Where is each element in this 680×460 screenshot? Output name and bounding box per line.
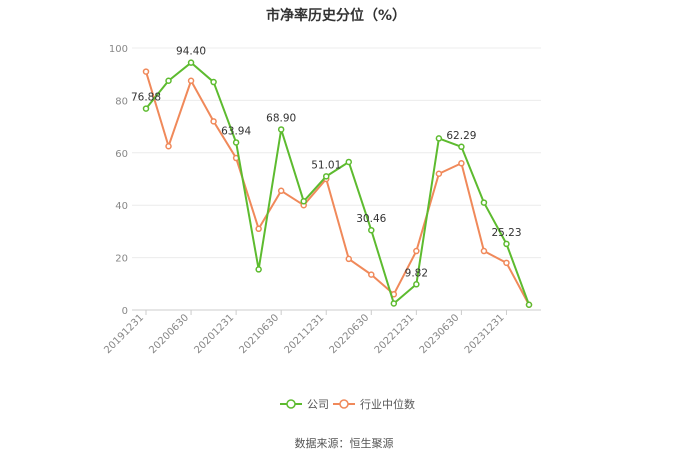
x-tick-label: 20221231: [373, 312, 417, 356]
data-point: [503, 259, 510, 267]
grid: [132, 47, 541, 311]
data-point: [368, 271, 375, 278]
series-company: 76.88 94.40 63.94 68.90 51.01 30.46 9.82 62.29 2…: [131, 46, 533, 309]
data-point: [300, 198, 307, 205]
data-point: [480, 247, 488, 255]
y-tick-label: 100: [109, 44, 128, 55]
data-point: [368, 226, 375, 234]
data-point: [525, 301, 533, 309]
data-point: [390, 300, 398, 307]
x-tick-label: 20231231: [463, 312, 507, 356]
data-point: [277, 187, 285, 195]
legend-item-company: 公司: [280, 398, 329, 411]
data-point: [255, 225, 262, 233]
x-tick-label: 20210630: [238, 312, 282, 356]
y-tick-label: 20: [115, 254, 128, 265]
x-axis: 20191231 20200630 20201231 20210630 20211231…: [102, 310, 507, 356]
data-point: [165, 77, 172, 84]
data-label: 30.46: [356, 213, 386, 225]
x-tick-label: 20201231: [192, 312, 236, 356]
data-point: [187, 77, 195, 84]
data-label: 9.82: [405, 267, 428, 279]
data-point: [458, 160, 465, 167]
data-point: [232, 139, 240, 146]
legend-item-industry-median: 行业中位数: [333, 397, 415, 411]
chart-title: 市净率历史分位（%）: [266, 7, 406, 24]
legend-label: 公司: [307, 398, 329, 411]
series-line: [145, 71, 530, 306]
x-tick-label: 20220630: [328, 312, 372, 356]
legend: 公司 行业中位数: [280, 397, 415, 411]
y-tick-label: 80: [115, 96, 128, 107]
x-tick-label: 20191231: [102, 312, 146, 356]
legend-label: 行业中位数: [360, 397, 415, 411]
x-tick-label: 20211231: [283, 312, 327, 356]
y-axis: 0 20 40 60 80 100: [109, 44, 128, 317]
legend-marker: [339, 399, 349, 409]
data-label: 68.90: [266, 112, 296, 124]
series-industry-median: [142, 68, 533, 309]
data-point: [480, 199, 488, 206]
data-label: 94.40: [176, 46, 206, 58]
legend-marker: [286, 399, 296, 409]
data-point: [210, 78, 217, 86]
data-point: [210, 118, 217, 125]
data-point: [142, 68, 150, 75]
data-point: [142, 105, 150, 112]
data-label: 62.29: [446, 130, 476, 142]
y-tick-label: 60: [115, 149, 128, 160]
y-tick-label: 0: [122, 306, 128, 317]
data-point: [458, 143, 465, 151]
source-note: 数据来源：恒生聚源: [295, 436, 394, 450]
series-layer: 76.88 94.40 63.94 68.90 51.01 30.46 9.82 62.29 2…: [131, 46, 533, 309]
x-tick-label: 20230630: [418, 312, 462, 356]
data-point: [345, 158, 353, 166]
data-point: [255, 266, 262, 273]
data-point: [165, 143, 172, 150]
data-point: [435, 135, 443, 142]
data-point: [413, 281, 420, 288]
data-label: 63.94: [221, 125, 251, 137]
data-point: [413, 247, 420, 255]
data-point: [345, 255, 353, 263]
data-label: 25.23: [491, 227, 521, 239]
data-point: [322, 173, 330, 180]
y-tick-label: 40: [115, 201, 128, 212]
x-tick-label: 20200630: [147, 312, 191, 356]
data-point: [277, 126, 285, 133]
data-point: [435, 170, 443, 178]
data-point: [503, 240, 510, 248]
data-label: 51.01: [311, 159, 341, 171]
data-label: 76.88: [131, 92, 161, 104]
data-point: [187, 59, 195, 66]
series-line: [145, 61, 530, 306]
